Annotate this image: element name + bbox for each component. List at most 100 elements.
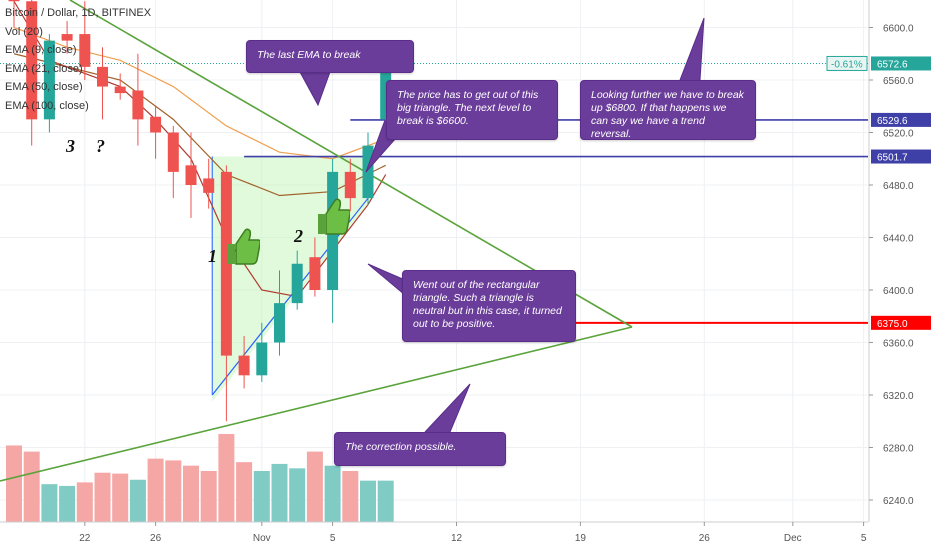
price-axis-bg [869, 0, 932, 550]
candle-body [291, 263, 303, 304]
candle-body [220, 171, 232, 356]
change-badge-bg [826, 55, 868, 71]
legend-vol[interactable]: Vol (20) [5, 25, 43, 38]
candle-body [362, 145, 374, 199]
volume-bar [236, 462, 253, 522]
candle-body [8, 0, 20, 2]
candle-body [26, 1, 38, 120]
volume-bar [147, 458, 164, 522]
note-rect[interactable]: Went out of the rectangular triangle. Su… [402, 270, 576, 342]
mark-two: 2 [294, 226, 303, 246]
mark-three: 3 [66, 136, 75, 156]
price-tick-label: 6520.0 [883, 129, 914, 140]
volume-bar [112, 473, 129, 522]
volume-bar [6, 445, 22, 522]
time-tick-label: 19 [575, 533, 587, 544]
volume-bar [271, 463, 288, 522]
legend-ema100[interactable]: EMA (100, close) [5, 99, 89, 112]
arrow-correction [424, 383, 471, 433]
candle-body [61, 34, 73, 41]
legend-ema21[interactable]: EMA (21, close) [5, 62, 83, 75]
price-tick-label: 6400.0 [883, 286, 914, 297]
uptrend-line [0, 326, 633, 482]
arrow-ema [299, 71, 331, 107]
price-tick-label: 6360.0 [883, 339, 914, 350]
price-tick-label: 6480.0 [883, 181, 914, 192]
price-tick-label: 6440.0 [883, 234, 914, 245]
candle-body [238, 355, 250, 376]
change-badge: -0.61% [831, 59, 863, 70]
legend: Bitcoin / Dollar, 1D, BITFINEX Vol (20) … [5, 4, 151, 115]
time-tick-label: 26 [699, 533, 711, 544]
note-correction[interactable]: The correction possible. [334, 432, 506, 466]
volume-bar [41, 484, 58, 522]
thumbs-up-icon-2 [318, 198, 350, 235]
time-tick-label: 26 [150, 533, 162, 544]
price-tick-label: 6560.0 [883, 76, 914, 87]
price-tick-label: 6320.0 [883, 391, 914, 402]
candle-body [344, 171, 356, 199]
candle-body [150, 116, 162, 133]
volume-bar [218, 434, 235, 522]
note-ema[interactable]: The last EMA to break [246, 40, 414, 73]
price-axis[interactable]: 6240.0 6280.0 6320.0 6360.0 6400.0 6440.0 6480… [826, 0, 932, 550]
note-triangle[interactable]: The price has to get out of this big tri… [386, 80, 558, 140]
level-tag: 6375.0 [877, 319, 908, 330]
candle-body [274, 303, 285, 343]
volume-bar [129, 479, 146, 522]
price-tick-label: 6600.0 [883, 24, 914, 35]
level-tag-bg [871, 315, 931, 330]
time-tick-label: Nov [253, 533, 271, 544]
volume-bar [165, 460, 182, 522]
candle-body [309, 257, 321, 290]
time-tick-label: 12 [451, 533, 463, 544]
candle-body [79, 34, 91, 67]
arrow-further [679, 17, 705, 81]
level-tag-bg [871, 112, 931, 127]
level-tag-bg [871, 149, 931, 164]
time-axis[interactable]: 22 26 Nov 5 12 19 26 Dec 5 [0, 521, 868, 544]
time-tick-label: 22 [79, 533, 91, 544]
volume-bar [289, 468, 306, 522]
candle-body [203, 178, 215, 193]
candle-body [256, 342, 268, 376]
volume-bar [76, 482, 93, 522]
candle-body [185, 165, 197, 185]
legend-ema50[interactable]: EMA (50, close) [5, 81, 83, 93]
legend-symbol[interactable]: Bitcoin / Dollar, 1D, BITFINEX [5, 7, 152, 19]
time-tick-label: Dec [784, 533, 802, 544]
candle-body [167, 132, 179, 172]
candle-body [97, 66, 108, 87]
volume-bar [360, 480, 376, 522]
arrow-rect [367, 263, 406, 296]
time-tick-label: 5 [330, 533, 336, 544]
ema21-line [13, 53, 386, 197]
price-tick-label: 6240.0 [883, 496, 914, 507]
candle-body [114, 86, 126, 94]
note-further[interactable]: Looking further we have to break up $680… [580, 80, 756, 140]
volume-bar [183, 465, 199, 522]
candle-body [380, 64, 392, 120]
candle-body [132, 90, 144, 120]
thumbs-up-icon [228, 228, 260, 265]
legend-ema9[interactable]: EMA (9, close) [5, 44, 77, 56]
volume-bars [6, 434, 394, 522]
time-tick-label: 5 [861, 533, 867, 544]
volume-bar [23, 451, 40, 522]
level-tag: 6501.7 [877, 153, 908, 164]
volume-bar [94, 472, 111, 522]
volume-bar [377, 480, 394, 522]
ema50-line [13, 26, 386, 160]
volume-bar [200, 470, 217, 522]
last-price-tag: 6572.6 [877, 59, 908, 70]
mark-one: 1 [208, 246, 217, 266]
last-price-tag-bg [871, 56, 931, 71]
volume-bar [253, 470, 270, 522]
volume-bar [324, 465, 341, 522]
price-tick-label: 6280.0 [883, 444, 914, 455]
mark-question: ? [96, 136, 105, 156]
volume-bar [59, 485, 76, 522]
volume-bar [306, 451, 323, 522]
candle-body [43, 40, 55, 120]
